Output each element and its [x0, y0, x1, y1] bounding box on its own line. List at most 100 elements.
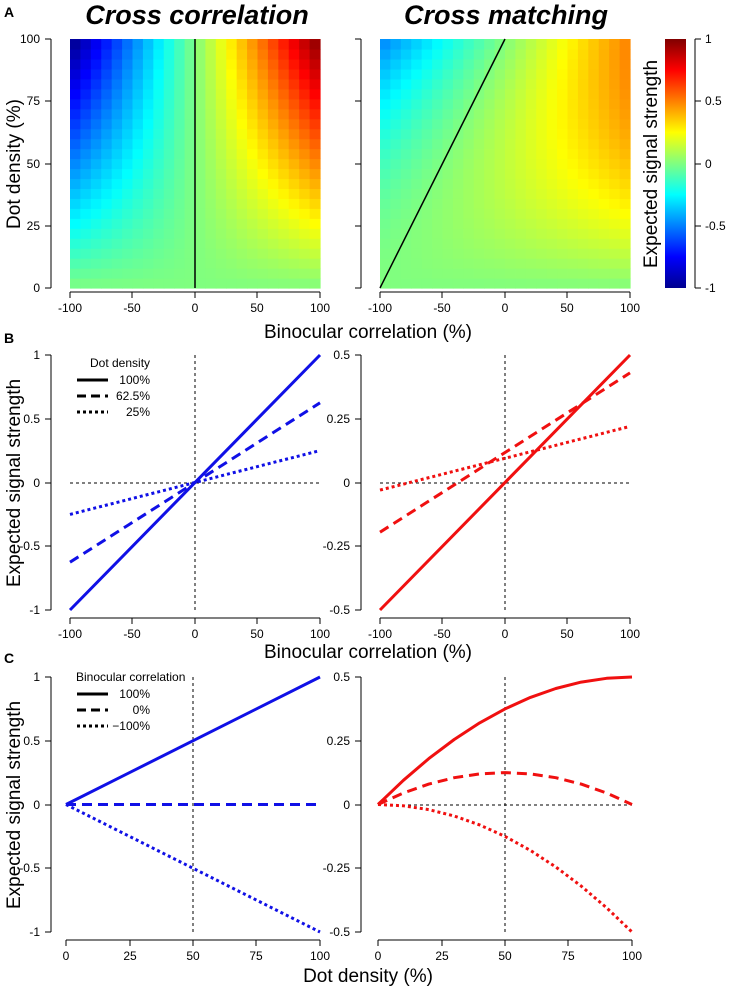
heat-cell: [142, 118, 154, 130]
colorbar-axis: 1 0.5 0 -0.5 -1: [694, 32, 726, 295]
heat-cell: [380, 218, 392, 229]
heat-cell: [463, 218, 475, 229]
heat-cell: [515, 48, 527, 60]
heat-cell: [70, 98, 82, 110]
heat-cell: [267, 148, 279, 160]
heat-cell: [132, 198, 144, 209]
heat-cell: [184, 208, 196, 219]
heat-cell: [184, 148, 196, 160]
heat-cell: [567, 248, 579, 259]
heat-cell: [163, 138, 175, 150]
heat-cell: [111, 238, 123, 249]
heat-cell: [505, 258, 517, 269]
heat-cell: [421, 218, 433, 229]
heat-cell: [132, 238, 144, 249]
a-ytick-50: 50: [27, 157, 41, 171]
heat-cell: [195, 68, 207, 80]
panel-a-right-axes: -100 -50 0 50 100: [355, 38, 640, 315]
heat-cell: [505, 39, 517, 50]
heat-cell: [588, 138, 600, 150]
heat-cell: [588, 148, 600, 160]
heat-cell: [380, 198, 392, 209]
heat-cell: [442, 178, 454, 189]
heat-cell: [267, 78, 279, 90]
heat-cell: [609, 278, 621, 289]
heat-cell: [390, 208, 402, 219]
heat-cell: [215, 238, 227, 249]
heat-cell: [278, 268, 290, 279]
heat-cell: [299, 148, 311, 160]
heat-cell: [619, 218, 631, 229]
heat-cell: [267, 208, 279, 219]
heat-cell: [588, 48, 600, 60]
heat-cell: [525, 188, 537, 199]
heat-cell: [80, 108, 92, 120]
heat-cell: [515, 78, 527, 90]
heat-cell: [247, 108, 259, 120]
heat-cell: [215, 128, 227, 140]
heat-cell: [463, 108, 475, 120]
heat-cell: [536, 88, 548, 100]
heat-cell: [567, 39, 579, 50]
heat-cell: [598, 268, 610, 279]
heat-cell: [184, 228, 196, 239]
heat-cell: [257, 68, 269, 80]
heat-cell: [247, 68, 259, 80]
legend-b-62: 62.5%: [116, 389, 150, 403]
heat-cell: [546, 178, 558, 189]
c-left-ytick-m0.5: -0.5: [19, 861, 40, 875]
heat-cell: [267, 158, 279, 170]
heat-cell: [546, 88, 558, 100]
heat-cell: [411, 39, 423, 50]
heat-cell: [390, 248, 402, 259]
heat-cell: [567, 258, 579, 269]
heat-cell: [525, 148, 537, 160]
heat-cell: [184, 248, 196, 259]
heat-cell: [525, 128, 537, 140]
heat-cell: [101, 168, 113, 180]
heat-cell: [288, 148, 300, 160]
heat-cell: [153, 118, 165, 130]
heat-cell: [432, 238, 444, 249]
heat-cell: [247, 218, 259, 229]
heat-cell: [226, 138, 238, 150]
heat-cell: [598, 148, 610, 160]
heat-cell: [452, 188, 464, 199]
heat-cell: [184, 68, 196, 80]
heat-cell: [452, 268, 464, 279]
heat-cell: [619, 178, 631, 189]
heat-cell: [70, 268, 82, 279]
heat-cell: [236, 158, 248, 170]
heat-cell: [432, 68, 444, 80]
heat-cell: [80, 128, 92, 140]
cb-tick-1: 1: [705, 32, 712, 46]
heat-cell: [400, 238, 412, 249]
heat-cell: [226, 198, 238, 209]
legend-dot-density: Dot density 100% 62.5% 25%: [77, 356, 150, 419]
heat-cell: [70, 178, 82, 189]
heat-cell: [525, 208, 537, 219]
heat-cell: [432, 88, 444, 100]
heat-cell: [452, 138, 464, 150]
heat-cell: [390, 158, 402, 170]
heat-cell: [90, 248, 102, 259]
heat-cell: [432, 58, 444, 70]
heat-cell: [463, 278, 475, 289]
heat-cell: [421, 118, 433, 130]
a-ytick-0: 0: [33, 281, 40, 295]
heat-cell: [80, 228, 92, 239]
heat-cell: [515, 258, 527, 269]
heat-cell: [609, 108, 621, 120]
heat-cell: [380, 98, 392, 110]
heat-cell: [463, 148, 475, 160]
heat-cell: [247, 188, 259, 199]
b-right-ytick-0.5: 0.5: [333, 348, 350, 362]
heat-cell: [236, 248, 248, 259]
heat-cell: [122, 58, 134, 70]
heat-cell: [163, 258, 175, 269]
heat-cell: [432, 248, 444, 259]
heat-cell: [473, 278, 485, 289]
heat-cell: [226, 118, 238, 130]
heat-cell: [288, 118, 300, 130]
heat-cell: [525, 218, 537, 229]
